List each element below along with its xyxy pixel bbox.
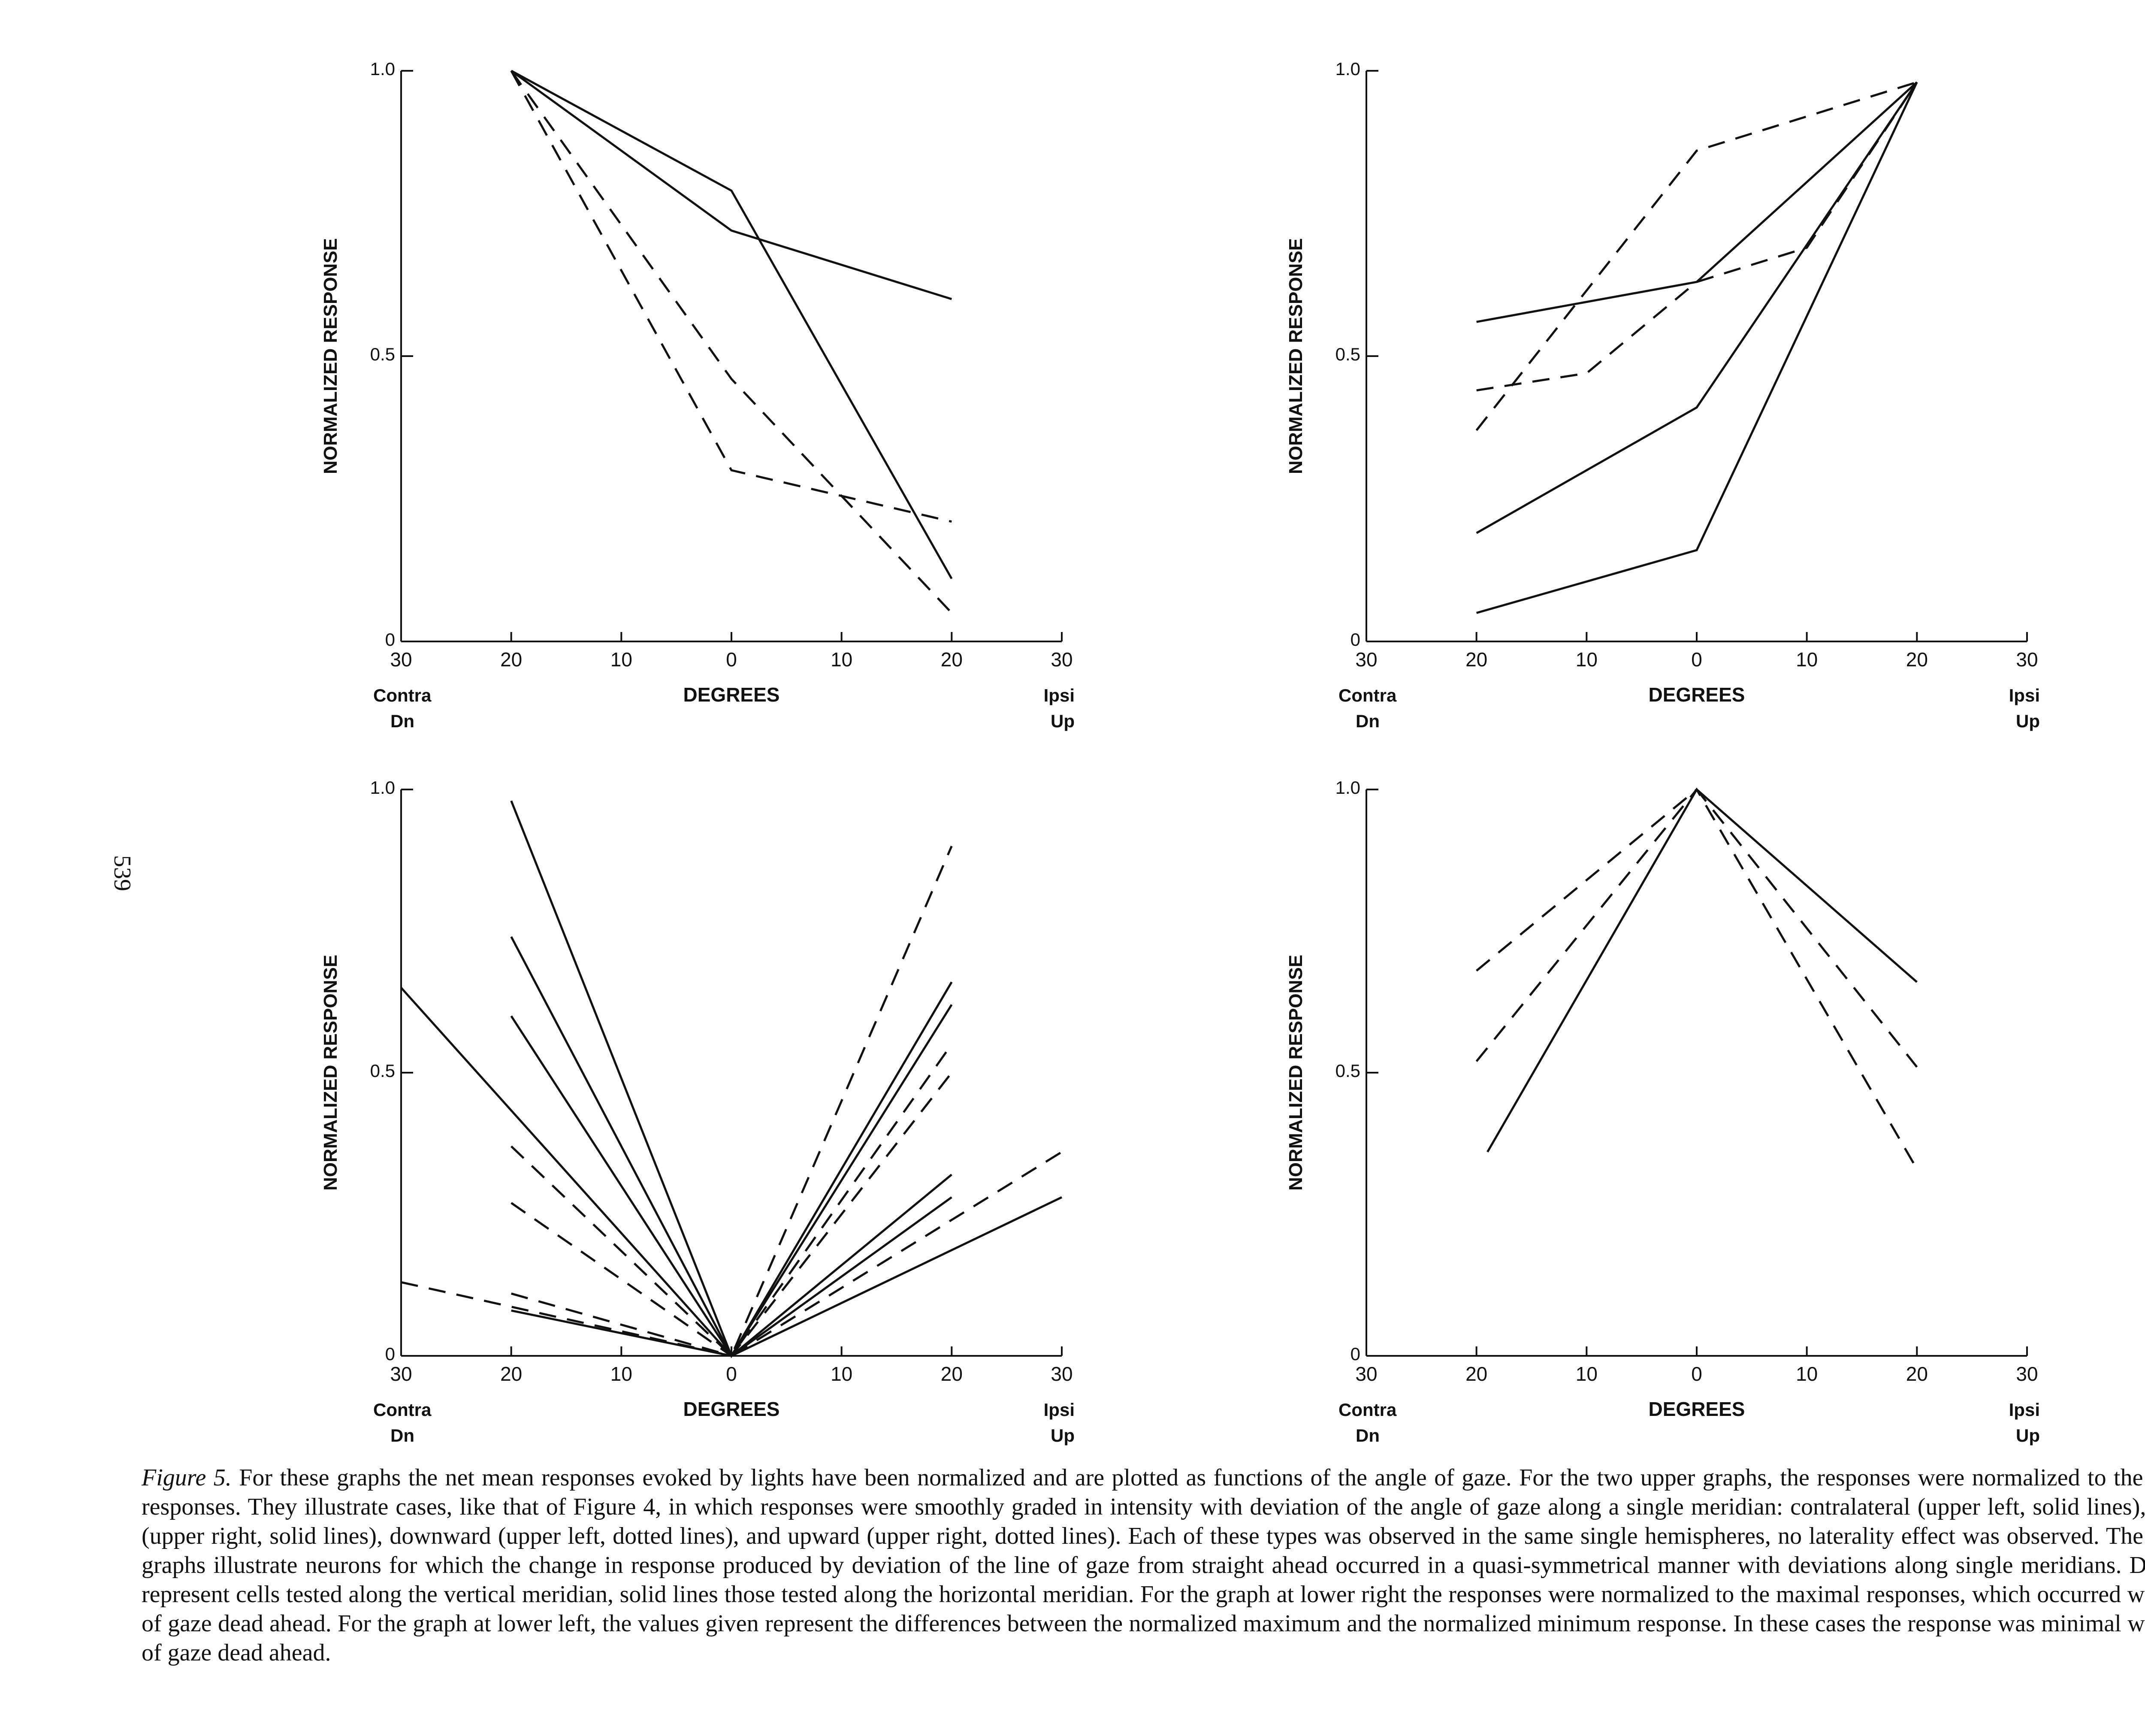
x-tick-label: 30 [390,648,412,671]
chart-panel-1: 0 0.5 1.0 30 20 10 0 10 20 30 DEGREES NORMALIZED RE… [320,59,1075,731]
x-tick-label: 10 [1796,648,1818,671]
x-tick-label: 0 [726,1363,737,1385]
x-end-label-left: Contra [373,1400,432,1420]
x-tick-label: 10 [831,1363,852,1385]
x-axis-title: DEGREES [683,1398,780,1420]
y-tick-label: 1.0 [370,59,395,79]
y-tick-label: 0.5 [370,344,395,364]
x-tick-label: 20 [1906,648,1928,671]
x-tick-label: 20 [1465,648,1487,671]
x-tick-label: 30 [2016,648,2038,671]
x-tick-label: 10 [1796,1363,1818,1385]
x-end-label-left: Dn [390,711,414,731]
x-end-label-right: Up [1051,1425,1075,1446]
x-end-label-right: Ipsi [2009,1400,2040,1420]
chart-panel-2: 0 0.5 1.0 30 20 10 0 10 20 30 DEGREES NORMALIZED RE… [1285,59,2040,731]
solid-series-line-1 [511,70,953,579]
dashed-series-line-4 [1475,81,1918,431]
y-tick-label: 1.0 [1335,59,1360,79]
x-end-label-left: Dn [1356,1425,1380,1446]
y-tick-label: 1.0 [1335,777,1360,798]
solid-series-line-2 [510,800,953,1358]
y-tick-label: 0 [385,629,395,650]
x-tick-label: 20 [500,1363,522,1385]
x-end-label-left: Contra [373,685,432,705]
y-axis-title: NORMALIZED RESPONSE [1285,238,1306,474]
x-end-label-right: Ipsi [1044,685,1075,705]
y-tick-label: 0.5 [1335,1061,1360,1081]
x-tick-label: 30 [1355,648,1377,671]
x-end-label-right: Ipsi [2009,685,2040,705]
y-tick-label: 0 [385,1344,395,1364]
dashed-series-line-2 [1476,788,1918,1068]
page-number: 539 [109,855,136,891]
x-tick-label: 30 [1051,1363,1072,1385]
x-tick-label: 0 [726,648,737,671]
caption-lead: Figure 5. [142,1464,232,1491]
y-axis-title: NORMALIZED RESPONSE [1285,955,1306,1191]
x-tick-label: 30 [2016,1363,2038,1385]
y-tick-label: 0 [1350,1344,1360,1364]
y-tick-label: 1.0 [370,777,395,798]
solid-series-line-3 [1476,82,1918,614]
x-tick-label: 10 [610,1363,632,1385]
dashed-series-line-6 [401,1151,1063,1357]
solid-series-line-2 [511,70,952,300]
dashed-series-line-4 [510,70,952,523]
x-tick-label: 20 [500,648,522,671]
x-tick-label: 30 [1051,648,1072,671]
x-tick-label: 10 [1576,1363,1598,1385]
x-tick-label: 20 [1906,1363,1928,1385]
x-tick-label: 10 [1576,648,1598,671]
x-tick-label: 0 [1691,648,1702,671]
x-tick-label: 20 [941,648,963,671]
y-tick-label: 0.5 [1335,344,1360,364]
x-tick-label: 10 [831,648,852,671]
dashed-series-line-7 [510,846,953,1358]
x-axis-title: DEGREES [683,684,780,706]
x-end-label-right: Ipsi [1044,1400,1075,1420]
caption-text: For these graphs the net mean responses … [142,1464,2145,1666]
x-end-label-right: Up [2016,1425,2040,1446]
x-tick-label: 30 [1355,1363,1377,1385]
dashed-series-line-9 [511,1072,953,1357]
solid-series-line-5 [511,1196,952,1357]
figure-5-charts: 0 0.5 1.0 30 20 10 0 10 20 30 DEGREES NORMALIZED RE… [320,59,2040,1446]
figure-caption: Figure 5. For these graphs the net mean … [142,1463,2145,1667]
solid-series-line-1 [400,987,1063,1358]
dashed-series-line-3 [1475,787,1918,1170]
y-tick-label: 0 [1350,629,1360,650]
x-end-label-left: Dn [390,1425,414,1446]
dashed-series-line-3 [510,70,953,614]
x-end-label-right: Up [2016,711,2040,731]
x-tick-label: 10 [610,648,632,671]
solid-series-line-1 [1476,81,1918,323]
x-axis-title: DEGREES [1649,684,1745,706]
x-axis-title: DEGREES [1649,1398,1745,1420]
y-tick-label: 0.5 [370,1061,395,1081]
chart-panel-3: 0 0.5 1.0 30 20 10 0 10 20 30 DEGREES NORMALIZED RE… [320,777,1075,1446]
x-end-label-left: Contra [1338,1400,1397,1420]
chart-panel-4: 0 0.5 1.0 30 20 10 0 10 20 30 DEGREES NORMALIZED RE… [1285,777,2040,1446]
x-tick-label: 20 [1465,1363,1487,1385]
x-end-label-right: Up [1051,711,1075,731]
x-tick-label: 20 [941,1363,963,1385]
dashed-series-line-8 [511,1043,953,1358]
x-end-label-left: Dn [1356,711,1380,731]
x-end-label-left: Contra [1338,685,1397,705]
y-axis-title: NORMALIZED RESPONSE [320,955,341,1191]
solid-series-line-1 [1486,788,1918,1153]
x-tick-label: 30 [390,1363,412,1385]
x-tick-label: 0 [1691,1363,1702,1385]
dashed-series-line-5 [1476,82,1918,392]
y-axis-title: NORMALIZED RESPONSE [320,238,341,474]
solid-series-line-4 [510,1015,952,1358]
